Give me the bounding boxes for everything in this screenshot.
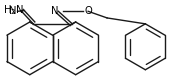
Text: N: N bbox=[9, 6, 16, 16]
Text: O: O bbox=[84, 6, 92, 16]
Text: N: N bbox=[51, 6, 58, 16]
Text: H$_2$N: H$_2$N bbox=[3, 4, 24, 17]
